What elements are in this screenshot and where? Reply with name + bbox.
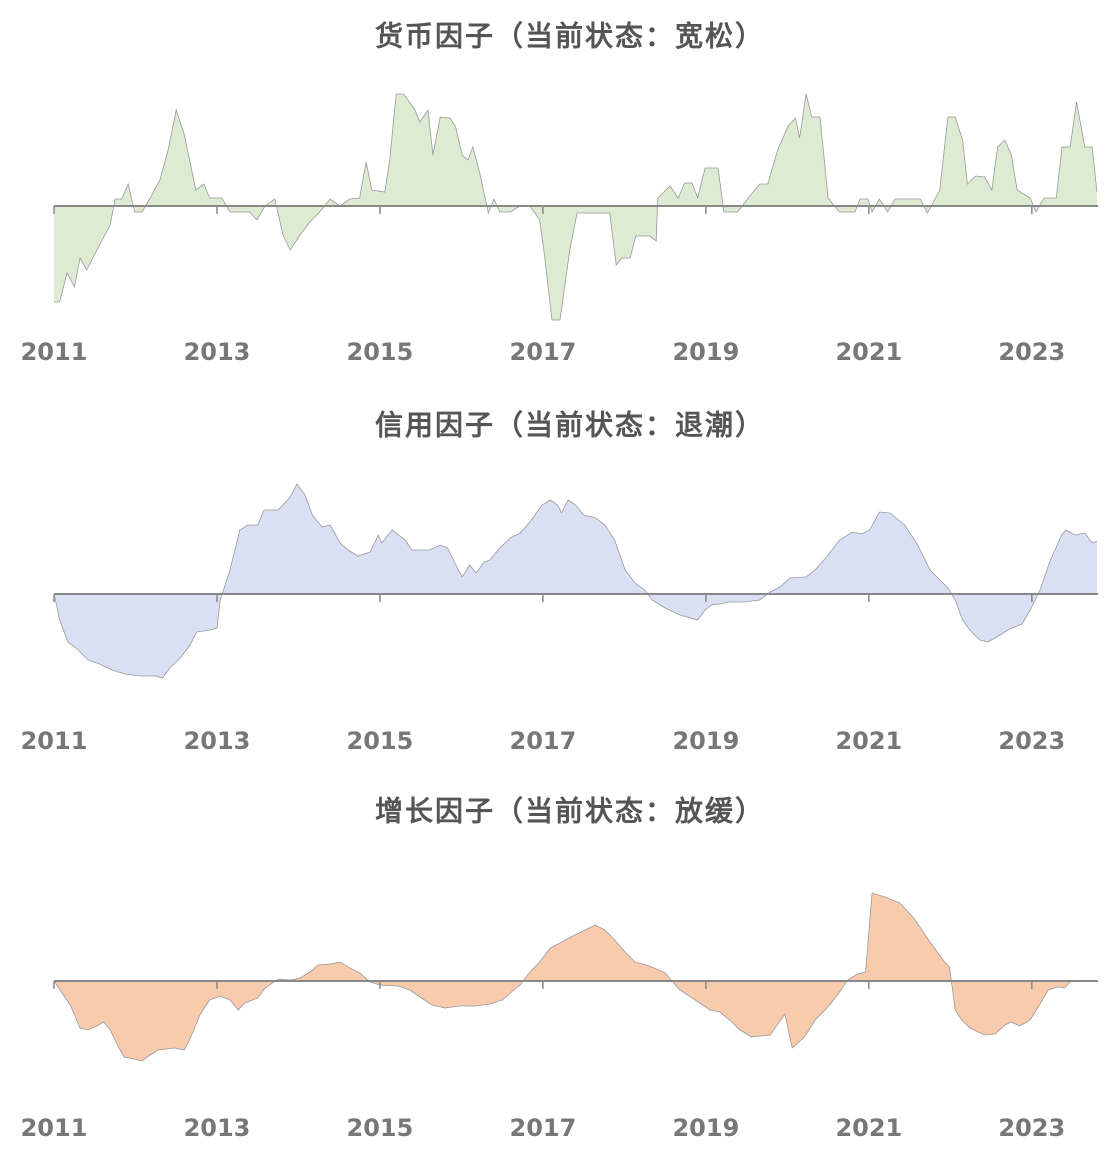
- x-tick-label: 2023: [998, 1114, 1065, 1142]
- x-tick-label: 2021: [835, 727, 902, 755]
- x-tick-label: 2019: [672, 1114, 739, 1142]
- area-line: [54, 93, 1098, 321]
- x-tick-label: 2017: [510, 1114, 577, 1142]
- x-tick-label: 2011: [21, 1114, 88, 1142]
- x-tick-label: 2023: [998, 727, 1065, 755]
- x-tick-label: 2015: [347, 727, 414, 755]
- chart-title: 信用因子（当前状态：退潮）: [375, 409, 765, 442]
- x-tick-label: 2019: [672, 727, 739, 755]
- area-line: [53, 483, 1098, 679]
- x-tick-label: 2017: [510, 338, 577, 366]
- x-tick-label: 2013: [184, 727, 251, 755]
- area-fill: [54, 893, 1080, 1061]
- area-fill: [54, 484, 1097, 678]
- x-tick-label: 2021: [835, 1114, 902, 1142]
- x-tick-label: 2013: [184, 1114, 251, 1142]
- x-tick-label: 2019: [672, 338, 739, 366]
- x-tick-label: 2011: [21, 727, 88, 755]
- x-tick-label: 2017: [510, 727, 577, 755]
- x-tick-label: 2015: [347, 338, 414, 366]
- x-tick-label: 2021: [835, 338, 902, 366]
- chart-title: 增长因子（当前状态：放缓）: [375, 795, 765, 828]
- x-tick-label: 2013: [184, 338, 251, 366]
- chart-title: 货币因子（当前状态：宽松）: [375, 20, 765, 53]
- x-tick-label: 2015: [347, 1114, 414, 1142]
- x-tick-label: 2011: [21, 338, 88, 366]
- area-line: [53, 892, 1080, 1062]
- x-tick-label: 2023: [998, 338, 1065, 366]
